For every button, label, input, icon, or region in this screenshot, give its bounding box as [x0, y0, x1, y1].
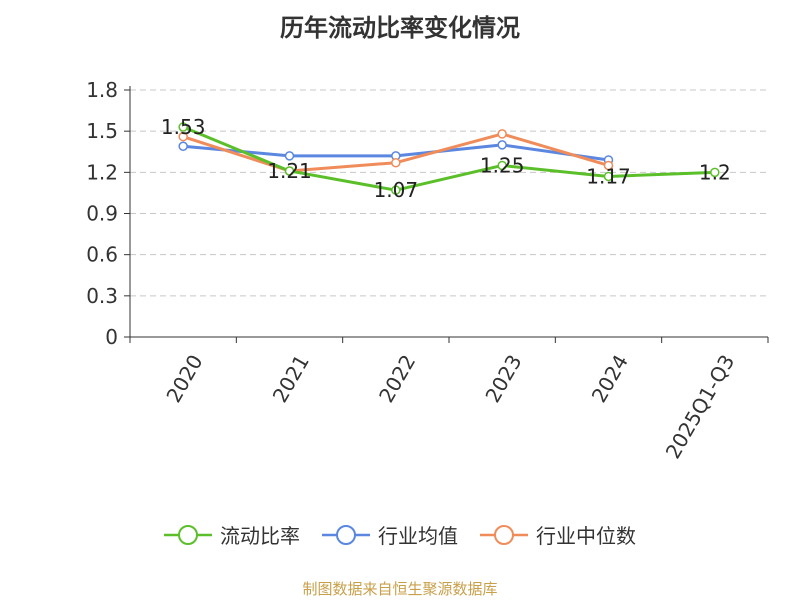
legend-marker-icon: [322, 524, 370, 545]
legend-label: 行业中位数: [536, 524, 636, 548]
y-tick-label: 0.6: [86, 243, 118, 267]
legend-marker-icon: [480, 524, 528, 545]
series-line-0: [182, 125, 715, 192]
data-point: [391, 157, 401, 168]
x-tick-label: 2020: [161, 351, 207, 407]
data-point: [710, 167, 720, 178]
data-point: [391, 185, 401, 195]
legend-item[interactable]: 行业均值: [322, 520, 458, 549]
data-label: 1.53: [161, 115, 206, 139]
data-labels: 1.53 1.21 1.07 1.25 1.17 1.2: [161, 115, 731, 202]
x-tick-label: 2024: [587, 351, 633, 407]
data-point: [603, 160, 614, 171]
x-tick-label: 2023: [480, 350, 526, 406]
data-point: [178, 141, 188, 152]
y-tick-label: 1.5: [86, 119, 118, 143]
y-tick-label: 0.9: [86, 202, 118, 226]
data-label: 1.07: [374, 178, 419, 202]
data-point: [284, 166, 295, 176]
data-label: 1.25: [480, 153, 525, 177]
legend: 流动比率 行业均值 行业中位数: [0, 520, 800, 549]
data-label: 1.2: [699, 160, 731, 184]
series-lines: [178, 122, 720, 195]
data-point: [284, 151, 295, 161]
legend-label: 流动比率: [220, 524, 300, 548]
y-tick-label: 1.8: [86, 78, 118, 102]
y-tick-label: 1.2: [86, 160, 118, 184]
grid-lines: [130, 89, 768, 297]
data-label: 1.21: [267, 159, 312, 183]
data-point: [497, 140, 507, 150]
chart-title: 历年流动比率变化情况: [280, 14, 520, 42]
y-tick-label: 0: [105, 325, 118, 349]
legend-label: 行业均值: [378, 524, 458, 548]
source-note: 制图数据来自恒生聚源数据库: [302, 580, 498, 598]
legend-item[interactable]: 流动比率: [164, 520, 300, 549]
x-tick-label: 2022: [374, 351, 420, 407]
data-point: [497, 129, 507, 139]
data-point: [497, 160, 507, 171]
legend-marker-icon: [164, 524, 212, 545]
data-point: [178, 122, 188, 132]
x-tick-label: 2021: [268, 351, 314, 407]
data-point: [603, 171, 614, 182]
data-point: [178, 131, 188, 142]
legend-item[interactable]: 行业中位数: [480, 520, 636, 549]
data-label: 1.17: [586, 164, 631, 188]
x-tick-label: 2025Q1-Q3: [661, 351, 740, 463]
y-tick-label: 0.3: [86, 284, 118, 308]
